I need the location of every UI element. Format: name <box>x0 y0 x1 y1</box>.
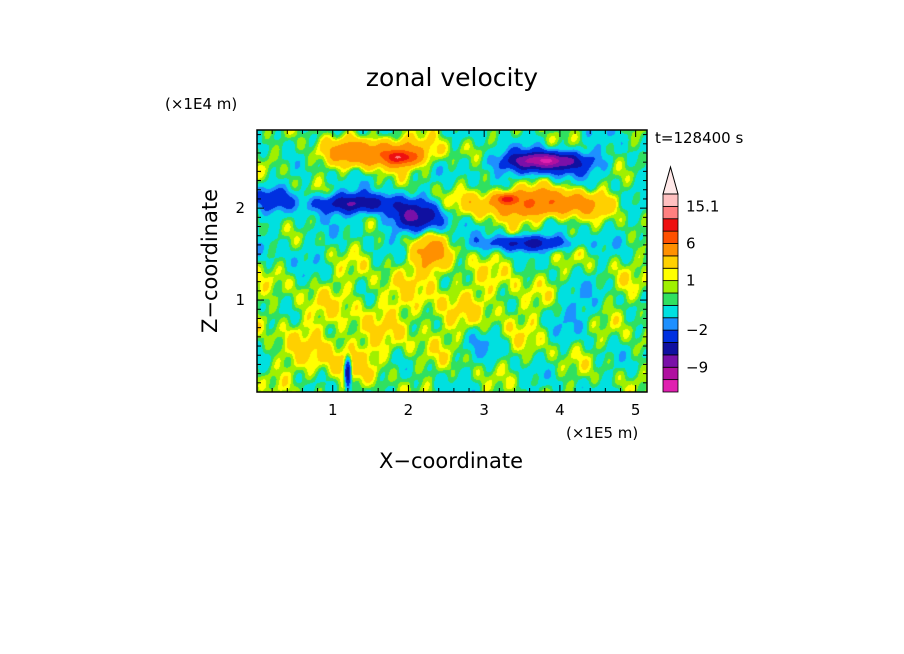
y-tick-label: 2 <box>235 199 245 217</box>
x-tick-label: 1 <box>328 401 338 419</box>
colorbar-swatch <box>662 193 679 207</box>
colorbar-swatch <box>662 255 679 269</box>
x-tick-label: 4 <box>555 401 565 419</box>
colorbar-swatch <box>662 329 679 343</box>
colorbar-swatch <box>662 230 679 244</box>
x-axis-label: X−coordinate <box>379 449 523 473</box>
x-axis: 1 2 3 4 5 <box>271 130 641 419</box>
time-label: t=128400 s <box>655 129 743 147</box>
x-tick-label: 5 <box>631 401 641 419</box>
colorbar-label: −2 <box>686 321 708 339</box>
colorbar-swatch <box>662 205 679 220</box>
colorbar: 15.1 6 1 −2 −9 <box>662 165 719 393</box>
colorbar-label: 15.1 <box>686 197 719 215</box>
colorbar-swatch <box>662 379 679 393</box>
colorbar-swatch <box>662 243 679 257</box>
colorbar-label: 1 <box>686 272 696 290</box>
colorbar-extend-triangle <box>662 165 679 195</box>
colorbar-swatch <box>662 342 679 356</box>
chart-title: zonal velocity <box>366 63 538 92</box>
y-axis: 12 <box>235 134 647 384</box>
colorbar-swatch <box>662 218 679 232</box>
x-tick-label: 2 <box>404 401 414 419</box>
x-axis-unit: (×1E5 m) <box>566 424 638 442</box>
contour-field <box>257 130 647 392</box>
colorbar-swatch <box>662 317 679 331</box>
colorbar-swatch <box>662 292 679 306</box>
y-tick-label: 1 <box>235 291 245 309</box>
colorbar-label: 6 <box>686 235 696 253</box>
y-axis-unit: (×1E4 m) <box>165 95 237 113</box>
colorbar-swatch <box>662 267 679 282</box>
colorbar-swatch <box>662 304 679 319</box>
y-axis-label: Z−coordinate <box>198 189 222 333</box>
plot-frame <box>256 129 648 393</box>
contour-image <box>257 130 647 392</box>
colorbar-swatch <box>662 366 679 381</box>
colorbar-label: −9 <box>686 358 708 376</box>
colorbar-swatch <box>662 280 679 294</box>
colorbar-swatch <box>662 354 679 368</box>
x-tick-label: 3 <box>479 401 489 419</box>
